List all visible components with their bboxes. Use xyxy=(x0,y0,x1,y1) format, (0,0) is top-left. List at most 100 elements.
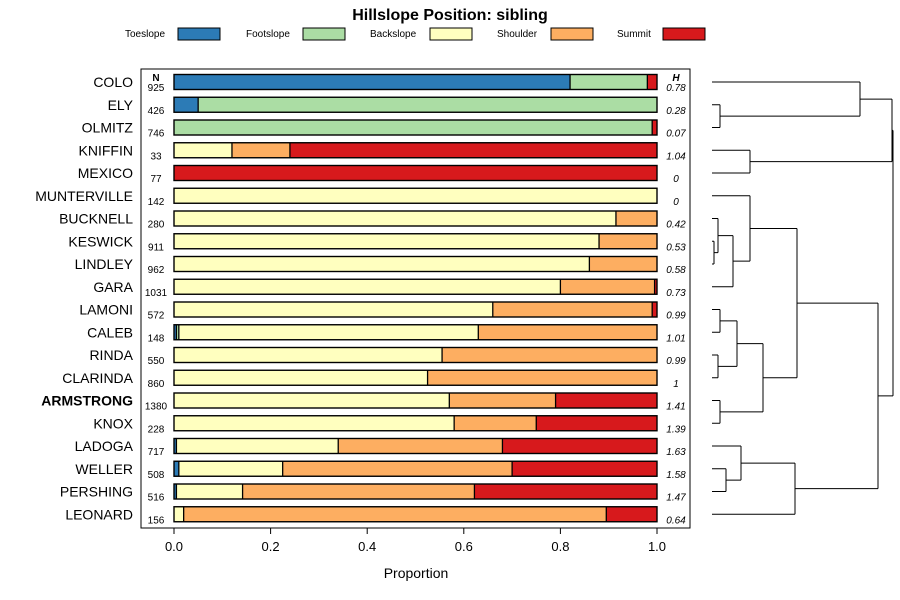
bar-segment-ladoga-backslope xyxy=(176,438,339,454)
dendrogram-branch xyxy=(712,218,719,254)
h-value-pershing: 1.47 xyxy=(666,493,686,504)
dendrogram-branch xyxy=(712,240,715,265)
bar-segment-gara-shoulder xyxy=(560,279,655,295)
dendrogram-branch xyxy=(878,129,894,397)
legend-label-toeslope: Toeslope xyxy=(125,29,165,40)
bar-outline-clarinda xyxy=(173,369,658,386)
soil-label-lamoni: LAMONI xyxy=(79,302,133,318)
bar-segment-pershing-toeslope xyxy=(174,484,177,499)
bar-segment-leonard-summit xyxy=(606,506,657,522)
n-value-gara: 1031 xyxy=(145,288,168,299)
bar-ely xyxy=(173,96,658,113)
legend-swatch-shoulder xyxy=(550,27,594,41)
h-value-ely: 0.28 xyxy=(666,106,686,117)
n-value-keswick: 911 xyxy=(148,242,164,253)
soil-label-bucknell: BUCKNELL xyxy=(59,211,133,227)
soil-label-rinda: RINDA xyxy=(89,347,133,363)
bar-outline-mexico xyxy=(173,164,658,182)
n-value-ely: 426 xyxy=(148,106,165,117)
n-value-knox: 228 xyxy=(148,424,165,435)
bar-outline-knox xyxy=(173,415,658,432)
legend-swatch-summit xyxy=(662,27,706,41)
bar-outline-caleb xyxy=(173,324,658,341)
legend-swatch-toeslope xyxy=(177,27,221,41)
h-column: H 0.78 0.28 0.07 1.04 0 0 0.42 0.53 0.58 0.73 0.99… xyxy=(666,73,686,526)
x-tick-label: 0.6 xyxy=(455,539,473,554)
soil-label-caleb: CALEB xyxy=(87,324,133,340)
h-value-leonard: 0.64 xyxy=(666,515,686,526)
bar-segment-gara-backslope xyxy=(174,279,561,295)
n-value-ladoga: 717 xyxy=(148,447,165,458)
bar-outline-colo xyxy=(173,73,658,91)
bar-outline-kniffin xyxy=(173,142,658,159)
dendrogram-branch xyxy=(712,81,861,117)
bar-lamoni xyxy=(173,301,658,318)
bar-munterville xyxy=(173,187,658,204)
bar-outline-lindley xyxy=(173,255,658,273)
bar-outline-bucknell xyxy=(173,210,658,227)
h-value-clarinda: 1 xyxy=(673,379,679,390)
bar-outline-ely xyxy=(173,96,658,113)
n-value-clarinda: 860 xyxy=(148,379,165,390)
bar-kniffin xyxy=(173,142,658,159)
soil-label-lindley: LINDLEY xyxy=(75,256,134,272)
dendrogram-branch xyxy=(712,400,721,424)
bar-segment-armstrong-summit xyxy=(555,393,657,408)
bar-segment-ladoga-summit xyxy=(502,438,657,454)
bar-segment-knox-shoulder xyxy=(454,415,537,431)
soil-label-munterville: MUNTERVILLE xyxy=(35,188,133,204)
bar-outline-gara xyxy=(173,278,658,295)
dendrogram-branch xyxy=(750,227,798,379)
bar-segment-colo-summit xyxy=(647,74,657,90)
dendrogram-branch xyxy=(750,98,893,163)
bar-mexico xyxy=(173,164,658,182)
legend-swatch-footslope xyxy=(302,27,346,41)
legend: Toeslope Footslope Backslope Shoulder Summit xyxy=(125,27,706,41)
bar-segment-olmitz-footslope xyxy=(174,120,653,135)
bar-outline-weller xyxy=(173,460,658,477)
chart-title: Hillslope Position: sibling xyxy=(352,7,548,24)
bar-segment-lindley-shoulder xyxy=(589,256,657,272)
dendrogram-branch xyxy=(712,309,721,333)
bar-segment-munterville-backslope xyxy=(174,188,657,204)
bar-segment-lindley-backslope xyxy=(174,256,590,272)
dendrogram-branch xyxy=(712,149,751,174)
soil-label-clarinda: CLARINDA xyxy=(62,370,133,386)
bar-segment-pershing-backslope xyxy=(176,484,243,499)
bar-outline-lamoni xyxy=(173,301,658,318)
bar-olmitz xyxy=(173,119,658,136)
n-value-pershing: 516 xyxy=(148,493,165,504)
h-value-munterville: 0 xyxy=(673,197,679,208)
dendrogram-branch xyxy=(712,468,727,492)
h-value-bucknell: 0.42 xyxy=(666,220,686,231)
soil-label-olmitz: OLMITZ xyxy=(82,120,134,136)
bar-ladoga xyxy=(173,437,658,455)
n-value-kniffin: 33 xyxy=(150,151,162,162)
bar-segment-keswick-shoulder xyxy=(599,233,657,249)
bar-segment-knox-summit xyxy=(536,415,657,431)
x-tick-label: 0.8 xyxy=(551,539,569,554)
bar-lindley xyxy=(173,255,658,273)
n-column: N 925 426 746 33 77 142 280 911 962 1031 572 148 550… xyxy=(145,73,168,526)
bar-segment-pershing-summit xyxy=(474,484,657,499)
n-value-leonard: 156 xyxy=(148,515,165,526)
n-value-rinda: 550 xyxy=(148,356,165,367)
bar-segment-keswick-backslope xyxy=(174,233,600,249)
n-value-olmitz: 746 xyxy=(148,129,165,140)
bar-segment-bucknell-shoulder xyxy=(615,211,657,226)
h-value-gara: 0.73 xyxy=(666,288,686,299)
bar-outline-ladoga xyxy=(173,437,658,455)
n-value-bucknell: 280 xyxy=(148,220,165,231)
n-value-weller: 508 xyxy=(148,470,165,481)
h-value-armstrong: 1.41 xyxy=(666,402,685,413)
bar-segment-weller-toeslope xyxy=(174,461,179,477)
x-tick-label: 0.4 xyxy=(358,539,376,554)
h-value-knox: 1.39 xyxy=(666,424,686,435)
bar-segment-leonard-backslope xyxy=(174,506,184,522)
legend-label-summit: Summit xyxy=(617,29,651,40)
bar-segment-armstrong-shoulder xyxy=(449,393,556,408)
x-tick-label: 0.2 xyxy=(262,539,280,554)
bar-rinda xyxy=(173,346,658,364)
bar-segment-lamoni-shoulder xyxy=(492,302,653,317)
n-value-munterville: 142 xyxy=(148,197,165,208)
